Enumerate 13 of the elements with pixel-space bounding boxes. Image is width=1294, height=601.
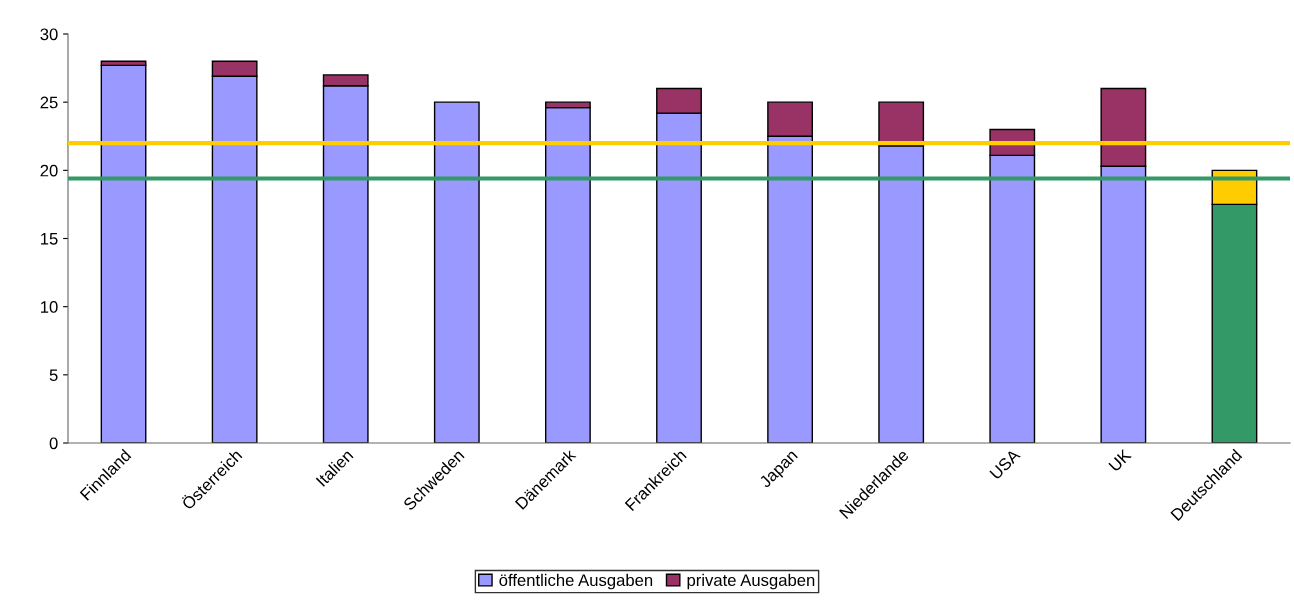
y-tick-label: 30 — [40, 28, 58, 41]
y-tick-label: 10 — [41, 301, 58, 313]
bar — [100, 64, 147, 443]
y-tick-label: 25 — [40, 96, 58, 109]
y-tick-label: 5 — [49, 369, 58, 382]
x-tick-label: USA — [989, 448, 1021, 480]
legend-label: private Ausgaben — [687, 573, 815, 590]
y-tick-label: 15 — [41, 233, 58, 245]
legend-label: öffentliche Ausgaben — [499, 573, 653, 590]
x-tick-label: UK — [1108, 448, 1132, 472]
y-tick-label: 20 — [40, 164, 58, 177]
y-tick-label: 0 — [49, 437, 58, 450]
bar — [433, 101, 480, 443]
